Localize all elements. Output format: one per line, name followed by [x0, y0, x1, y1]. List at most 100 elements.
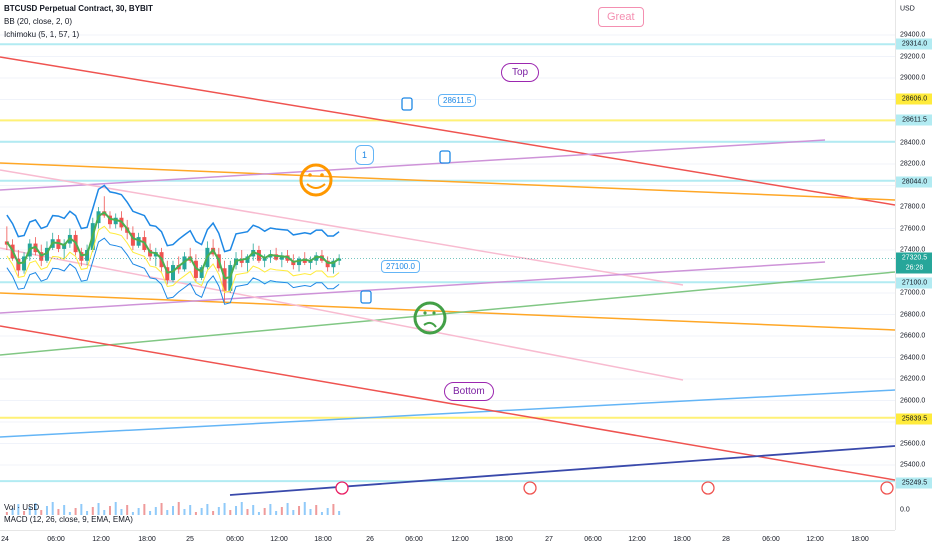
bb-basis-line [6, 211, 340, 280]
volume-bar [114, 502, 117, 515]
bb-lower-band [6, 237, 340, 305]
volume-bar [246, 509, 249, 515]
time-tick-label: 18:00 [495, 536, 513, 543]
confused-face [413, 301, 447, 335]
time-tick-label: 18:00 [851, 536, 869, 543]
volume-bar [137, 508, 140, 515]
price-level-label: 25839.5 [896, 413, 932, 425]
candle-body [170, 265, 176, 281]
volume-bar [143, 504, 146, 515]
price-level-label: 28606.0 [896, 93, 932, 105]
number-callout[interactable]: 1 [355, 145, 375, 165]
candle-body [113, 217, 118, 225]
price-level-label: 27320.5 [896, 252, 932, 264]
volume-bar [28, 507, 31, 515]
trend-line-blue-light [0, 389, 896, 438]
candle-body [136, 237, 141, 246]
time-tick-label: 28 [722, 536, 730, 543]
price-level-label: 29314.0 [896, 38, 932, 50]
price-tick-label: 26800.0 [900, 311, 926, 318]
time-tick-label: 06:00 [762, 536, 780, 543]
candle-body [44, 247, 49, 261]
volume-bar [275, 511, 278, 515]
volume-bar [166, 510, 169, 515]
candle-body [297, 258, 302, 266]
volume-bar [120, 509, 123, 515]
confused-eye [423, 311, 427, 315]
candle-body [308, 260, 313, 263]
chart-area[interactable]: BTCUSD Perpetual Contract, 30, BYBIT BB … [0, 0, 896, 530]
price-callout-27100[interactable]: 27100.0 [381, 260, 420, 273]
bb-upper-band [6, 184, 340, 253]
time-tick-label: 06:00 [226, 536, 244, 543]
price-tick-label: 27800.0 [900, 203, 926, 211]
volume-bar [74, 508, 77, 515]
candle-body [79, 252, 84, 261]
confused-emoji-green [413, 301, 447, 335]
candle-body [22, 256, 27, 271]
price-tick-label: 28400.0 [900, 139, 926, 146]
volume-bar [11, 508, 14, 515]
bb-indicator-legend[interactable]: BB (20, close, 2, 0) [4, 17, 73, 26]
volume-bar [235, 506, 238, 515]
volume-bar [57, 509, 60, 515]
time-tick-label: 06:00 [405, 536, 423, 543]
volume-bar [91, 507, 94, 515]
time-tick-label: 25 [186, 536, 194, 543]
volume-bar [194, 512, 197, 515]
macd-legend[interactable]: MACD (12, 26, close, 9, EMA, EMA) [4, 515, 133, 524]
candle-body [165, 267, 170, 281]
price-axis[interactable]: USD 29400.029200.029000.028800.028400.02… [895, 0, 932, 530]
price-chart[interactable] [0, 0, 896, 530]
pointer-hand-icon [401, 97, 413, 111]
candle-body [279, 255, 284, 260]
volume-bar [309, 509, 312, 515]
volume-bar [257, 512, 260, 515]
price-tick-label: 29200.0 [900, 53, 926, 60]
price-level-label: 28044.0 [896, 176, 932, 188]
volume-bar [126, 505, 129, 515]
candle-body [85, 250, 90, 261]
confused-mouth [423, 321, 437, 328]
trend-line-green [0, 271, 896, 356]
trend-line-orange-upper [0, 162, 896, 201]
volume-bar [320, 512, 323, 515]
volume-bar [177, 502, 180, 515]
volume-bar [212, 511, 215, 515]
time-tick-label: 12:00 [806, 536, 824, 543]
smiley-emoji-orange [299, 163, 333, 197]
volume-bar [223, 503, 226, 515]
price-tick-label: 27000.0 [900, 289, 926, 297]
volume-bar [263, 508, 266, 515]
volume-bar [298, 506, 301, 515]
time-axis[interactable]: 24 06:00 12:00 18:00 25 06:00 12:00 18:00 26 06:0… [0, 530, 895, 551]
volume-bar [315, 505, 318, 515]
volume-bar [97, 503, 100, 515]
price-level-label: 25249.5 [896, 477, 932, 489]
time-tick-label: 18:00 [314, 536, 332, 543]
volume-bar [23, 511, 26, 515]
economic-event-icon [880, 481, 894, 495]
candle-body [148, 250, 153, 257]
volume-bar [280, 507, 283, 515]
volume-bar [252, 505, 255, 515]
volume-bar [338, 511, 341, 515]
symbol-legend[interactable]: BTCUSD Perpetual Contract, 30, BYBIT [4, 4, 153, 13]
great-callout[interactable]: Great [598, 7, 644, 27]
bottom-callout[interactable]: Bottom [444, 382, 494, 401]
price-callout-28611[interactable]: 28611.5 [438, 94, 477, 107]
time-tick-label: 26 [366, 536, 374, 543]
smiley-eye [320, 173, 324, 177]
volume-bar [240, 502, 243, 515]
top-callout[interactable]: Top [501, 63, 540, 82]
candle-body [56, 239, 61, 249]
ichimoku-indicator-legend[interactable]: Ichimoku (5, 1, 57, 1) [4, 30, 80, 39]
price-tick-label: 26000.0 [900, 397, 926, 404]
volume-bar [40, 510, 43, 515]
candle-body [302, 258, 307, 263]
volume-bar [172, 506, 174, 515]
volume-legend[interactable]: Vol · USD [4, 503, 40, 512]
time-tick-label: 12:00 [270, 536, 288, 543]
price-level-label: 27100.0 [896, 277, 932, 289]
price-level-label: 26:28 [896, 262, 932, 274]
